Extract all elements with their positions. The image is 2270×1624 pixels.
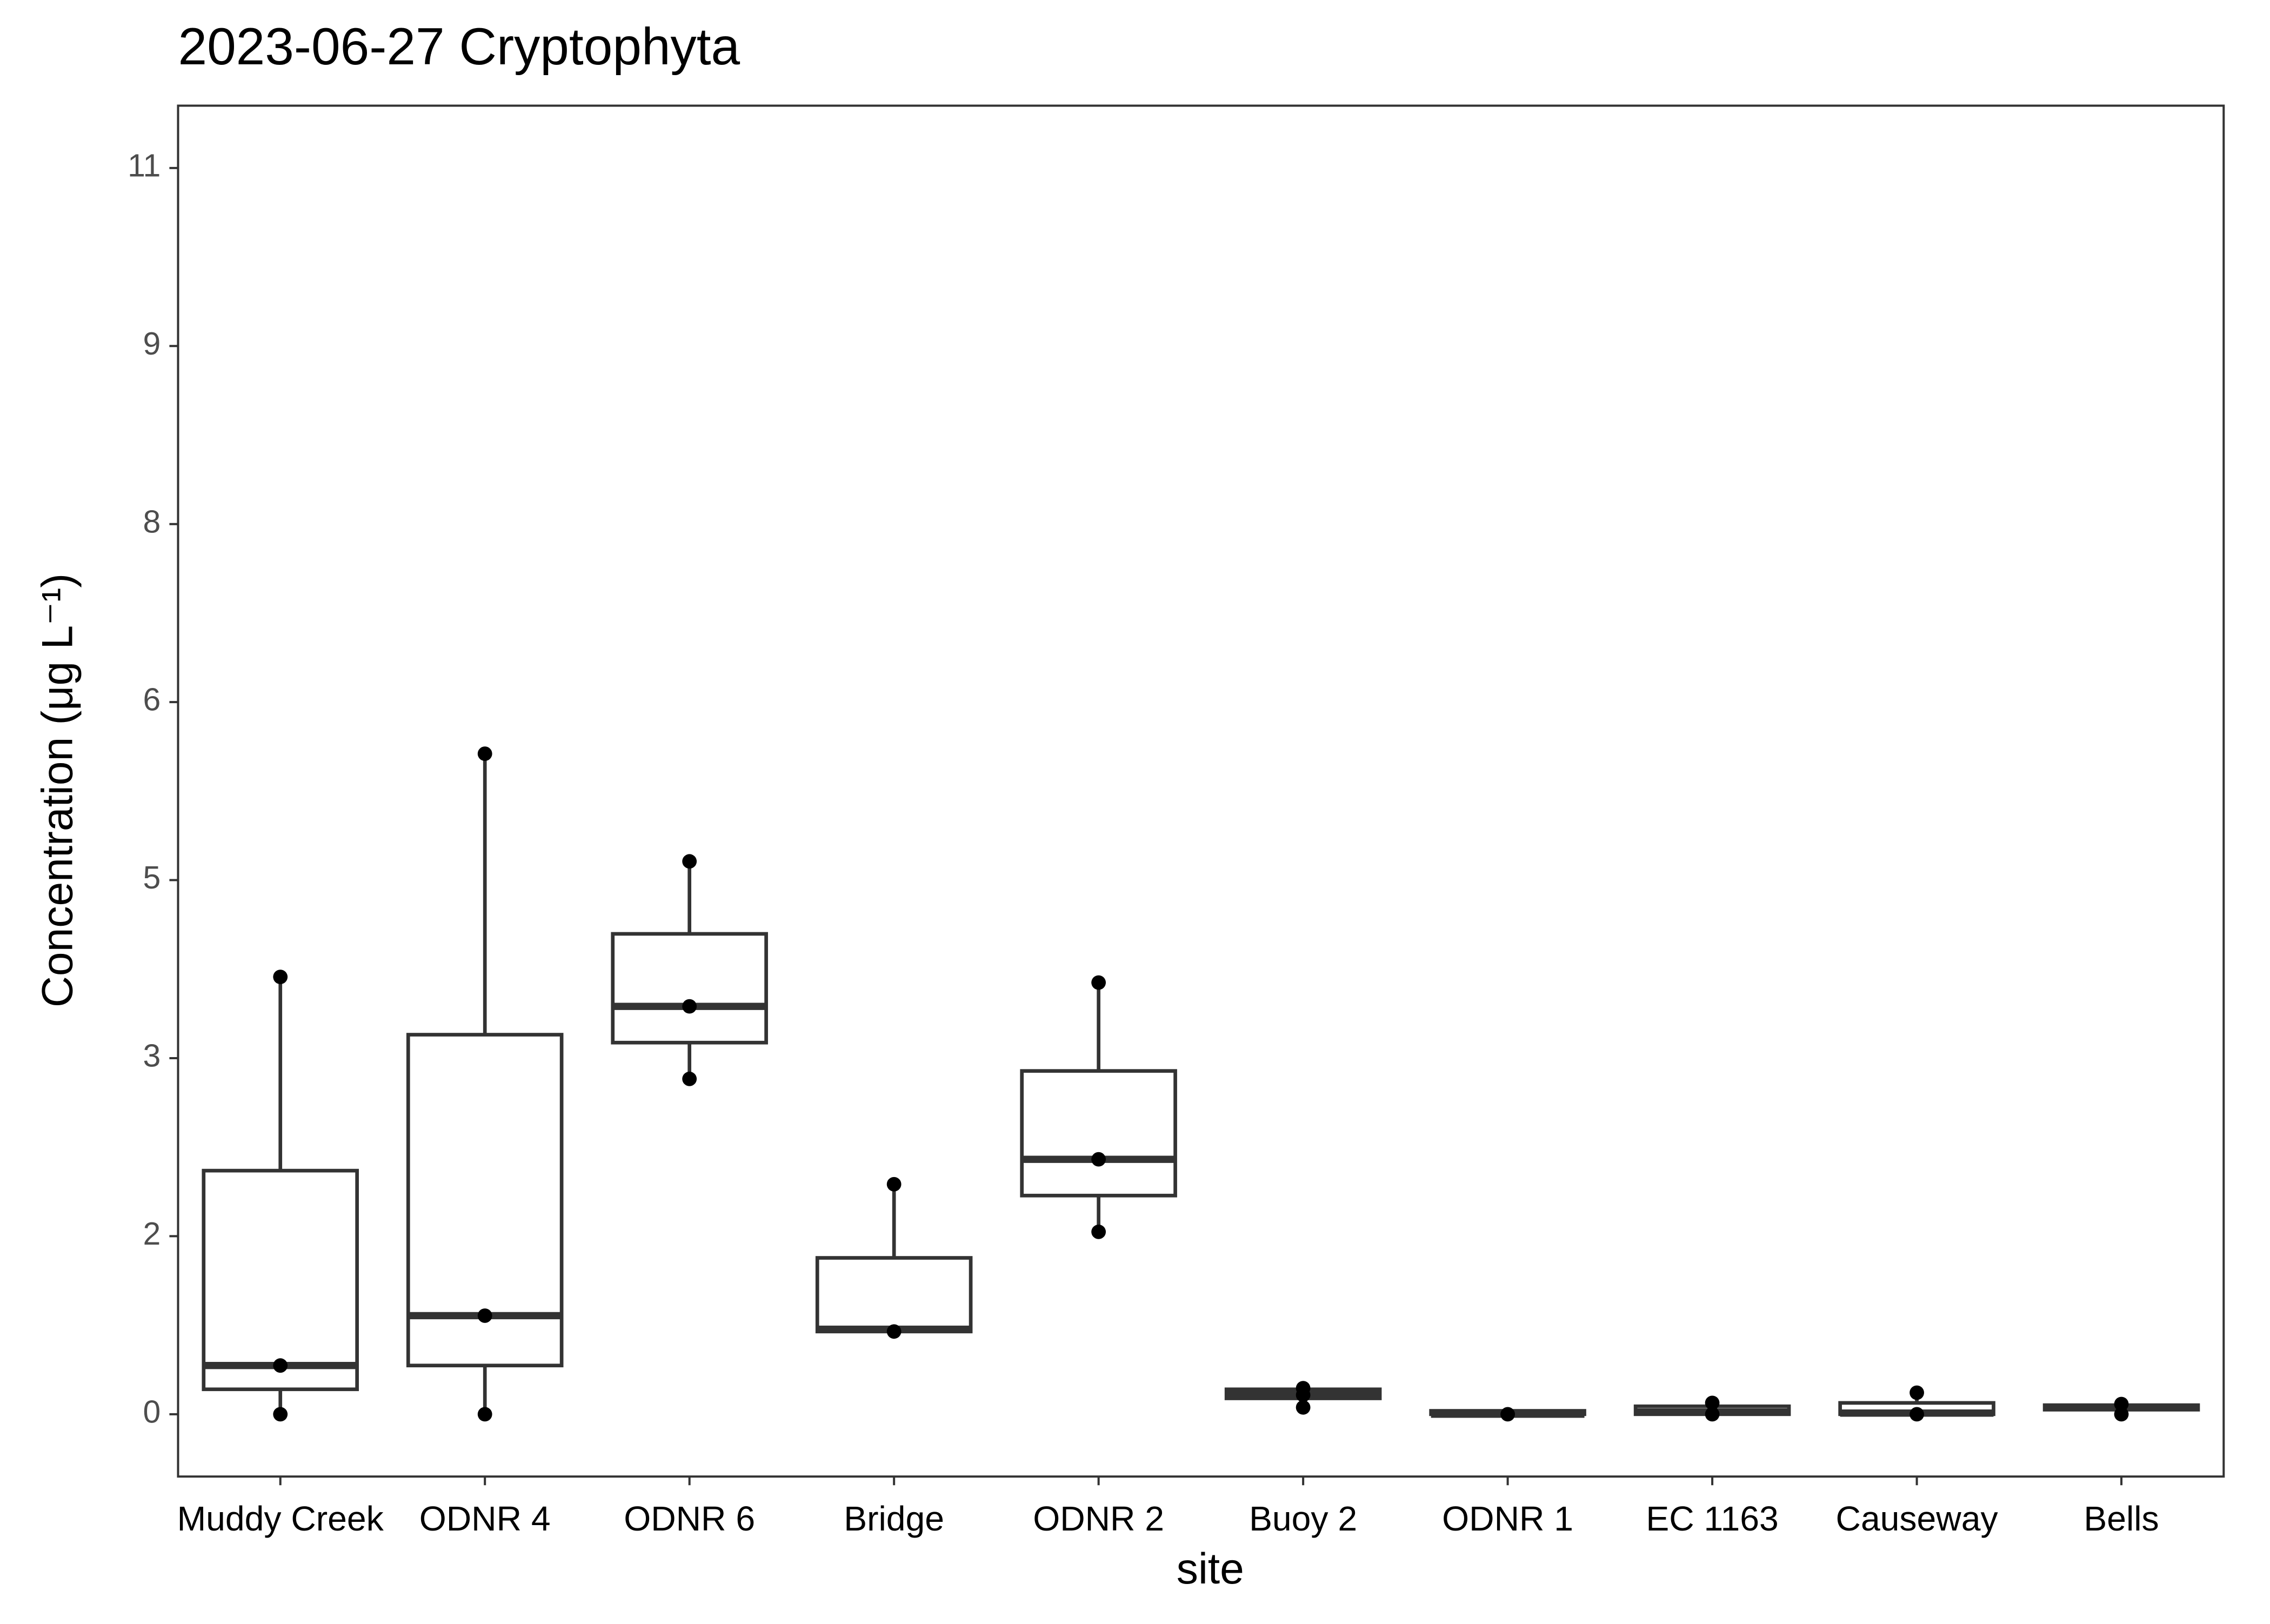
y-tick-label: 8 [143, 504, 161, 539]
point [1705, 1407, 1720, 1422]
x-tick-label: Bells [2084, 1499, 2159, 1538]
panel-border [177, 104, 2225, 1478]
point [1500, 1407, 1515, 1422]
y-tick-label: 9 [143, 326, 161, 362]
point [682, 854, 697, 869]
point [477, 746, 492, 761]
box [815, 1256, 973, 1334]
y-tick-label: 5 [143, 860, 161, 895]
chart-title: 2023-06-27 Cryptophyta [178, 18, 740, 76]
x-tick-label: Bridge [844, 1499, 944, 1538]
box [1020, 1069, 1177, 1198]
point [477, 1308, 492, 1323]
point [886, 1177, 902, 1192]
point [273, 1407, 288, 1422]
point [273, 1358, 288, 1373]
point [1091, 1224, 1106, 1239]
point [273, 970, 288, 985]
point [886, 1324, 902, 1339]
x-tick-label: ODNR 6 [624, 1499, 755, 1538]
point [1091, 1152, 1106, 1167]
x-tick-label: Causeway [1836, 1499, 1998, 1538]
y-tick-label: 0 [143, 1394, 161, 1429]
point [1296, 1400, 1311, 1415]
point [682, 999, 697, 1014]
x-tick-label: Buoy 2 [1249, 1499, 1357, 1538]
point [477, 1407, 492, 1422]
x-tick-label: ODNR 1 [1442, 1499, 1573, 1538]
y-tick-label: 3 [143, 1039, 161, 1074]
y-tick-label: 11 [128, 148, 161, 183]
x-tick-label: ODNR 2 [1033, 1499, 1164, 1538]
point [1910, 1407, 1924, 1422]
box [202, 1168, 359, 1392]
point [1091, 975, 1106, 990]
point [682, 1071, 697, 1086]
point [2114, 1407, 2129, 1422]
x-tick-label: ODNR 4 [419, 1499, 551, 1538]
x-tick-label: Muddy Creek [177, 1499, 384, 1538]
y-tick-label: 6 [143, 683, 161, 718]
point [2114, 1396, 2129, 1412]
y-tick-label: 2 [143, 1217, 161, 1252]
point [1296, 1387, 1311, 1402]
point [1705, 1395, 1720, 1411]
x-axis-title: site [1177, 1545, 1244, 1593]
y-axis-title: Concentration (μg L⁻¹) [34, 573, 82, 1007]
box [611, 932, 768, 1045]
point [1910, 1385, 1924, 1400]
x-tick-label: EC 1163 [1646, 1499, 1778, 1538]
